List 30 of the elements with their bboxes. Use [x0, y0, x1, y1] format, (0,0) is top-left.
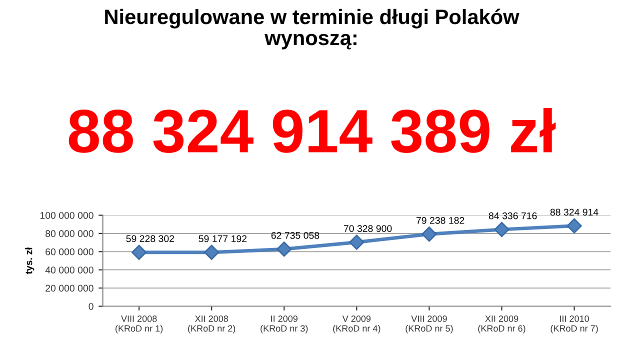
x-tick-label: VIII 2008 (KRoD nr 1)	[116, 316, 163, 334]
point	[349, 234, 364, 250]
x-tick-label: II 2009 (KRoD nr 3)	[260, 316, 308, 334]
data-label: 62 735 058	[271, 232, 320, 239]
point	[566, 218, 582, 234]
data-label: 88 324 914	[550, 208, 598, 216]
y-tick-label: 60 000 000	[46, 248, 94, 256]
y-tick-label: 80 000 000	[46, 230, 94, 238]
point	[204, 244, 220, 260]
x-tick-label: XII 2008 (KRoD nr 2)	[188, 316, 236, 334]
y-tick-label: 100 000 000	[40, 212, 94, 219]
data-label: 70 328 900	[344, 225, 392, 232]
x-tick-label: V 2009 (KRoD nr 4)	[333, 316, 380, 334]
point	[276, 242, 292, 257]
data-label: 84 336 716	[488, 212, 537, 220]
point	[131, 244, 147, 260]
y-axis-title: tys. zł	[25, 247, 34, 274]
text: 88 324 914 389 zł	[68, 108, 556, 153]
point	[494, 222, 510, 238]
x-tick-label: XII 2009 (KRoD nr 6)	[478, 316, 526, 334]
point	[422, 226, 437, 242]
x-tick-label: VIII 2009 (KRoD nr 5)	[406, 316, 453, 334]
y-tick-label: 0	[88, 302, 94, 310]
data-label: 59 177 192	[198, 235, 247, 242]
x-tick-label: III 2010 (KRoD nr 7)	[550, 316, 598, 334]
y-tick-label: 40 000 000	[45, 266, 94, 274]
y-tick-label: 20 000 000	[46, 284, 94, 292]
data-label: 79 238 182	[416, 217, 464, 224]
chart-title: Nieuregulowane w terminie długi Polaków wynoszą:	[105, 8, 520, 50]
data-label: 59 228 302	[126, 235, 174, 242]
